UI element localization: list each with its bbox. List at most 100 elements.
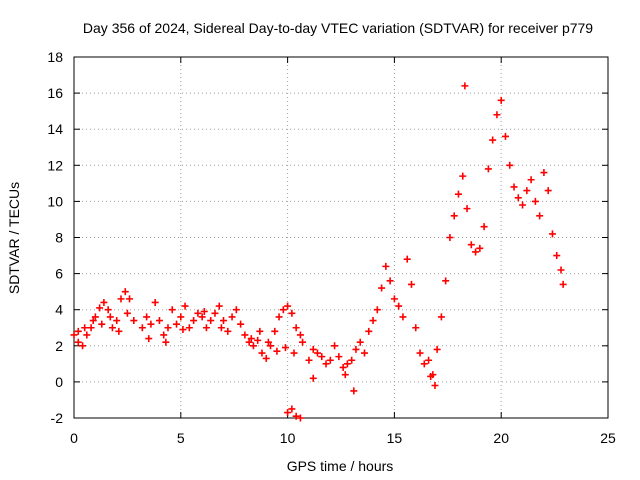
data-point bbox=[480, 223, 488, 231]
y-tick-label: 4 bbox=[55, 302, 63, 318]
data-point bbox=[514, 194, 522, 202]
y-tick-labels: -2 0 2 4 6 8 10 12 14 16 18 bbox=[47, 49, 63, 426]
x-axis-label: GPS time / hours bbox=[287, 458, 394, 474]
data-point bbox=[493, 111, 501, 119]
data-point bbox=[318, 353, 326, 361]
data-point bbox=[185, 324, 193, 332]
data-point bbox=[79, 342, 87, 350]
data-point bbox=[81, 324, 89, 332]
data-point bbox=[309, 345, 317, 353]
data-point bbox=[200, 308, 208, 316]
y-tick-label: 10 bbox=[47, 193, 63, 209]
data-point bbox=[559, 280, 567, 288]
data-point bbox=[145, 335, 153, 343]
data-point bbox=[350, 387, 358, 395]
data-point bbox=[117, 295, 125, 303]
data-point bbox=[463, 205, 471, 213]
data-point bbox=[305, 356, 313, 364]
data-point bbox=[527, 176, 535, 184]
y-tick-label: 16 bbox=[47, 85, 63, 101]
data-point bbox=[108, 324, 116, 332]
data-point bbox=[207, 317, 215, 325]
data-point bbox=[292, 412, 300, 420]
data-point bbox=[113, 317, 121, 325]
data-point bbox=[202, 324, 210, 332]
data-point bbox=[98, 320, 106, 328]
data-point bbox=[489, 136, 497, 144]
data-point bbox=[74, 338, 82, 346]
data-point bbox=[343, 360, 351, 368]
data-point bbox=[190, 317, 198, 325]
data-point bbox=[100, 298, 108, 306]
data-point bbox=[288, 405, 296, 413]
data-point bbox=[461, 82, 469, 90]
data-point bbox=[360, 349, 368, 357]
data-point bbox=[168, 306, 176, 314]
data-point bbox=[476, 244, 484, 252]
data-point bbox=[151, 298, 159, 306]
data-point bbox=[237, 320, 245, 328]
data-point bbox=[484, 165, 492, 173]
data-point bbox=[390, 295, 398, 303]
data-point bbox=[211, 309, 219, 317]
data-point bbox=[510, 183, 518, 191]
data-point bbox=[262, 354, 270, 362]
data-point bbox=[356, 338, 364, 346]
data-point bbox=[281, 344, 289, 352]
data-point bbox=[395, 302, 403, 310]
data-point bbox=[431, 382, 439, 390]
data-point bbox=[147, 320, 155, 328]
data-point bbox=[284, 302, 292, 310]
data-point bbox=[450, 212, 458, 220]
data-point bbox=[296, 414, 304, 422]
data-point bbox=[339, 363, 347, 371]
data-point bbox=[314, 349, 322, 357]
data-point bbox=[425, 356, 433, 364]
data-point bbox=[378, 284, 386, 292]
data-point bbox=[459, 172, 467, 180]
data-point bbox=[198, 313, 206, 321]
data-point bbox=[130, 317, 138, 325]
data-point bbox=[433, 345, 441, 353]
data-point bbox=[536, 212, 544, 220]
data-point bbox=[531, 197, 539, 205]
data-point bbox=[382, 262, 390, 270]
data-point bbox=[544, 187, 552, 195]
data-point bbox=[341, 371, 349, 379]
data-point bbox=[273, 347, 281, 355]
x-tick-label: 5 bbox=[177, 430, 185, 446]
data-point bbox=[373, 306, 381, 314]
y-tick-label: 18 bbox=[47, 49, 63, 65]
data-point bbox=[164, 324, 172, 332]
data-point bbox=[407, 280, 415, 288]
data-point bbox=[179, 326, 187, 334]
data-point bbox=[256, 327, 264, 335]
data-point bbox=[412, 324, 420, 332]
data-point bbox=[155, 317, 163, 325]
data-point bbox=[177, 313, 185, 321]
data-point bbox=[348, 356, 356, 364]
data-point bbox=[162, 338, 170, 346]
data-point bbox=[292, 324, 300, 332]
data-point bbox=[181, 302, 189, 310]
x-tick-label: 10 bbox=[280, 430, 296, 446]
data-point bbox=[228, 313, 236, 321]
data-point bbox=[138, 324, 146, 332]
data-point bbox=[420, 360, 428, 368]
y-axis-label: SDTVAR / TECUs bbox=[6, 182, 22, 294]
data-point bbox=[427, 372, 435, 380]
data-point bbox=[96, 304, 104, 312]
data-point bbox=[241, 331, 249, 339]
x-tick-label: 0 bbox=[70, 430, 78, 446]
data-point bbox=[335, 353, 343, 361]
data-point bbox=[217, 324, 225, 332]
data-point bbox=[123, 309, 131, 317]
data-point bbox=[369, 317, 377, 325]
data-point bbox=[245, 338, 253, 346]
data-point bbox=[275, 313, 283, 321]
data-point bbox=[467, 241, 475, 249]
data-point bbox=[249, 342, 257, 350]
data-point bbox=[173, 320, 181, 328]
y-tick-label: 6 bbox=[55, 266, 63, 282]
x-tick-label: 25 bbox=[600, 430, 616, 446]
